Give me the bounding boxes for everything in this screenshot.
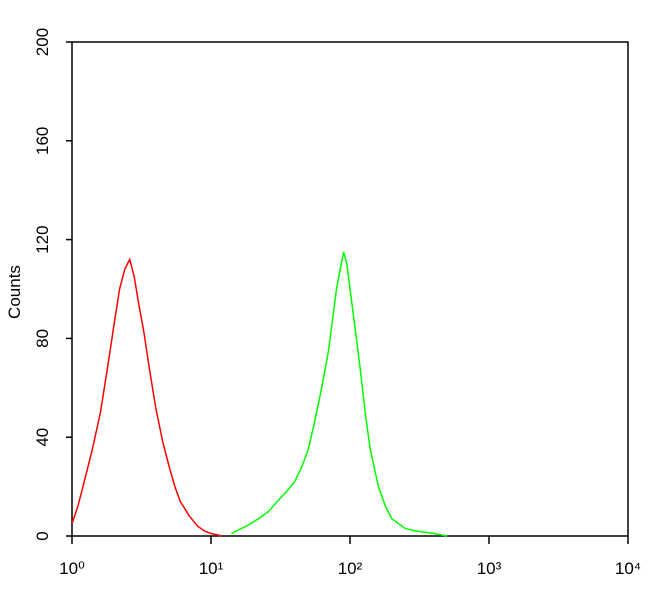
x-tick-label: 10¹ [199, 559, 224, 578]
histogram-line [230, 251, 448, 537]
x-tick-label: 10⁰ [59, 559, 85, 578]
y-tick-label: 120 [33, 225, 52, 253]
y-axis-label: Counts [5, 265, 24, 319]
histogram-line [71, 257, 223, 537]
x-tick-label: 10⁴ [615, 559, 641, 578]
y-tick-label: 80 [33, 329, 52, 348]
y-tick-label: 160 [33, 127, 52, 155]
x-tick-label: 10² [338, 559, 363, 578]
y-tick-label: 40 [33, 428, 52, 447]
y-tick-label: 0 [33, 531, 52, 540]
x-tick-label: 10³ [477, 559, 502, 578]
y-tick-label: 200 [33, 28, 52, 56]
